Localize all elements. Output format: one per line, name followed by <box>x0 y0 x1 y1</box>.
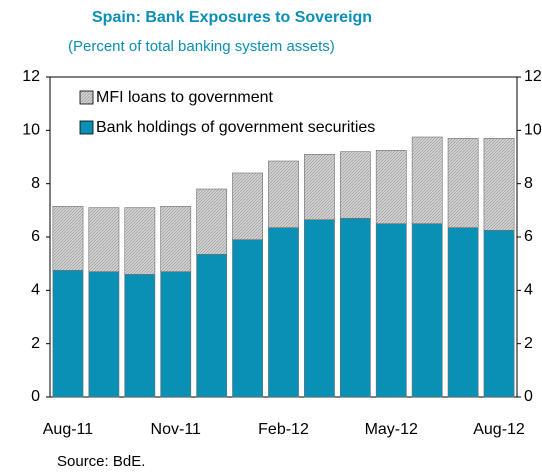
bar-segment <box>268 160 299 228</box>
bar-segment <box>88 207 120 272</box>
legend-label: Bank holdings of government securities <box>96 119 375 136</box>
y-tick-label: 12 <box>22 68 40 85</box>
legend-swatch <box>79 90 94 105</box>
y-tick-label: 0 <box>31 388 40 405</box>
bar-segment <box>483 230 515 398</box>
bar-segment <box>375 223 407 398</box>
bar-segment <box>232 172 263 240</box>
y2-tick-label: 8 <box>524 175 533 192</box>
source: Source: BdE. <box>57 453 145 470</box>
x-tick-label: Nov-11 <box>151 421 201 438</box>
bar-segment <box>375 150 407 224</box>
bar-segment <box>268 227 299 398</box>
bar-segment <box>124 207 156 275</box>
y-tick-label: 10 <box>22 122 40 139</box>
bar-segment <box>52 206 84 271</box>
bar-segment <box>304 154 335 220</box>
bar-segment <box>339 218 371 398</box>
y-tick-label: 2 <box>31 335 40 352</box>
x-tick-label: Aug-11 <box>43 421 94 438</box>
bar-segment <box>447 138 479 228</box>
legend-label: MFI loans to government <box>96 89 274 106</box>
x-tick-label: Aug-12 <box>473 421 525 438</box>
y2-tick-label: 10 <box>524 122 542 139</box>
x-tick-label: Feb-12 <box>258 421 309 438</box>
y2-tick-label: 4 <box>524 282 533 299</box>
bar-segment <box>160 271 192 398</box>
y-tick-label: 8 <box>31 175 40 192</box>
chart-subtitle: (Percent of total banking system assets) <box>68 38 335 55</box>
bar-segment <box>304 219 335 398</box>
legend-swatch <box>79 120 94 135</box>
bar-segment <box>160 206 192 272</box>
bar-segment <box>52 270 84 398</box>
bar-segment <box>411 223 443 398</box>
y-tick-label: 4 <box>31 282 40 299</box>
bar-segment <box>196 254 228 398</box>
y-tick-label: 6 <box>31 228 40 245</box>
x-tick-label: May-12 <box>365 421 418 438</box>
bar-segment <box>88 271 120 398</box>
y2-tick-label: 6 <box>524 228 533 245</box>
y2-tick-label: 0 <box>524 388 533 405</box>
y2-tick-label: 12 <box>524 68 542 85</box>
bar-segment <box>447 227 479 398</box>
bar-segment <box>232 239 263 398</box>
bar-segment <box>483 138 515 231</box>
bar-segment <box>124 274 156 398</box>
y2-tick-label: 2 <box>524 335 533 352</box>
bar-segment <box>339 151 371 219</box>
chart-title: Spain: Bank Exposures to Sovereign <box>92 9 372 26</box>
bar-segment <box>411 136 443 224</box>
bar-segment <box>196 188 228 255</box>
